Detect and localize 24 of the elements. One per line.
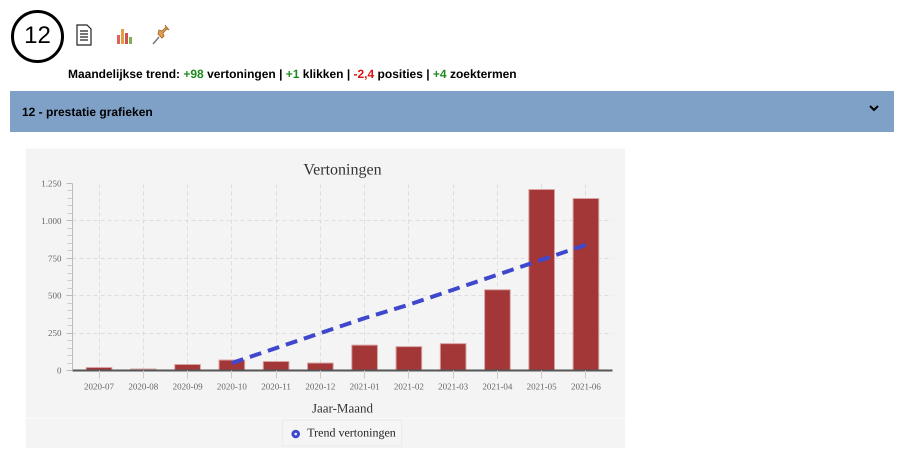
x-tick-label: 2020-07 — [84, 382, 115, 392]
y-tick-label: 750 — [48, 253, 62, 264]
text: 12 — [11, 10, 64, 63]
x-tick-label: 2021-05 — [526, 382, 558, 392]
x-axis-title: Jaar-Maand — [312, 400, 374, 416]
x-tick-label: 2021-02 — [394, 382, 424, 392]
x-tick-label: 2020-08 — [128, 382, 159, 392]
y-tick-label: 1.250 — [41, 178, 62, 188]
x-tick-label: 2021-06 — [570, 382, 602, 392]
y-tick-label: 1.000 — [41, 216, 62, 226]
chart-title: Vertoningen — [303, 162, 382, 178]
y-tick-label: 0 — [57, 366, 62, 376]
x-tick-label: 2020-11 — [261, 382, 291, 392]
x-tick-label: 2020-09 — [172, 382, 204, 392]
legend-label: Trend vertoningen — [307, 426, 396, 440]
text: 12 - prestatie grafieken — [22, 104, 153, 121]
y-tick-label: 250 — [48, 328, 62, 338]
y-tick-label: 500 — [48, 290, 62, 301]
x-tick-label: 2020-10 — [216, 382, 248, 392]
x-tick-label: 2021-03 — [438, 382, 469, 392]
x-tick-label: 2021-04 — [482, 382, 513, 392]
x-tick-label: 2021-01 — [350, 382, 380, 392]
text: Maandelijkse trend: +98 vertoningen | +1 klikken | -2,4 posities | +4 zoektermen — [68, 67, 517, 81]
x-tick-label: 2020-12 — [305, 382, 336, 392]
